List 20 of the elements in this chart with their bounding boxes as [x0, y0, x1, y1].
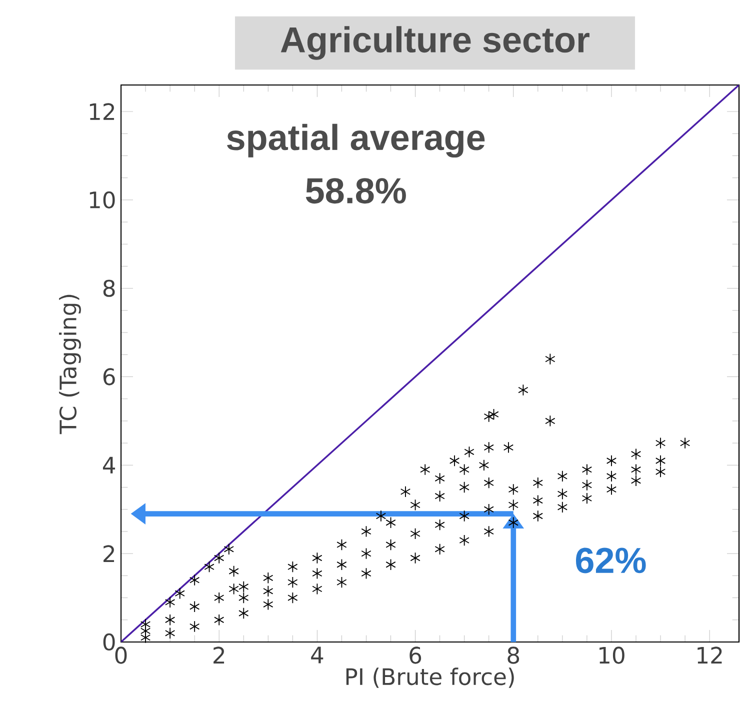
chart-title: Agriculture sector [280, 26, 590, 60]
x-tick-label: 2 [214, 646, 224, 664]
y-tick-label: 8 [103, 280, 115, 297]
y-tick-label: 10 [90, 191, 115, 208]
y-tick-label: 2 [104, 545, 114, 562]
x-axis-title: PI (Brute force) [346, 668, 514, 688]
x-tick-label: 0 [115, 646, 127, 664]
annotation: 58.8% [306, 178, 406, 204]
x-tick-label: 4 [311, 646, 324, 664]
x-tick-label: 10 [600, 646, 624, 664]
y-axis-title: TC (Tagging) [59, 294, 81, 434]
y-tick-label: 0 [103, 633, 115, 651]
x-tick-label: 8 [508, 646, 520, 664]
x-tick-label: 6 [410, 646, 422, 664]
y-tick-label: 4 [102, 456, 116, 474]
y-tick-label: 12 [90, 103, 114, 120]
annotation: 62% [576, 548, 646, 574]
x-tick-label: 12 [698, 646, 722, 664]
annotation: spatial average [227, 124, 485, 158]
y-tick-label: 6 [103, 368, 115, 386]
